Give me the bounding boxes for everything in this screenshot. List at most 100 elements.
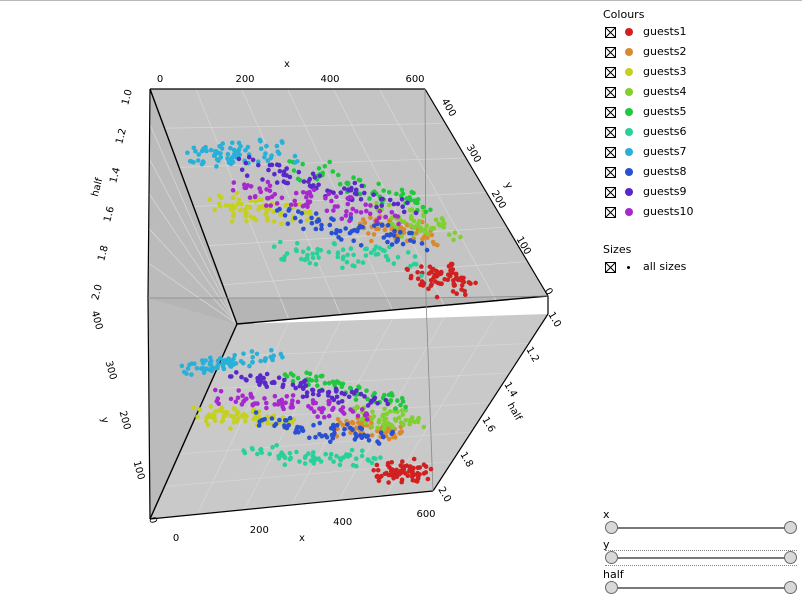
legend-item-guests8[interactable]: guests8 <box>605 163 795 183</box>
data-point-guests6 <box>347 452 352 458</box>
data-point-guests7 <box>181 369 187 375</box>
data-point-guests4 <box>440 217 446 223</box>
slider-x-max-handle[interactable] <box>784 521 797 534</box>
slider-half-max-handle[interactable] <box>784 581 797 594</box>
slider-label-y: y <box>603 538 610 551</box>
sizes-checkbox[interactable] <box>605 262 616 273</box>
data-point-guests10 <box>392 213 398 219</box>
data-point-guests1 <box>385 460 391 466</box>
data-point-guests8 <box>282 213 288 218</box>
data-point-guests8 <box>407 230 412 236</box>
data-point-guests8 <box>385 239 390 245</box>
slider-x[interactable] <box>605 521 797 535</box>
cube-edge <box>236 295 549 325</box>
half-tick-label: 1.6 <box>479 415 496 434</box>
data-point-guests1 <box>405 267 411 273</box>
slider-x-min-handle[interactable] <box>605 521 618 534</box>
x-tick-label: 600 <box>416 509 435 520</box>
legend-item-guests3[interactable]: guests3 <box>605 63 795 83</box>
data-point-guests8 <box>285 221 291 227</box>
data-point-guests10 <box>264 400 269 406</box>
data-point-guests7 <box>280 354 285 360</box>
legend-item-guests4[interactable]: guests4 <box>605 83 795 103</box>
colours-title: Colours <box>603 8 645 21</box>
legend-checkbox[interactable] <box>605 167 616 178</box>
grid-line <box>148 228 238 325</box>
slider-half-min-handle[interactable] <box>605 581 618 594</box>
half-axis-label: half <box>505 401 524 423</box>
data-point-guests6 <box>326 249 332 255</box>
legend-checkbox[interactable] <box>605 67 616 78</box>
data-point-guests1 <box>411 456 417 462</box>
data-point-guests6 <box>331 459 336 464</box>
data-point-guests1 <box>461 279 467 285</box>
data-point-guests2 <box>354 425 359 430</box>
data-point-guests7 <box>258 146 264 151</box>
data-point-guests5 <box>423 209 429 215</box>
sizes-legend-item[interactable]: all sizes <box>605 258 795 278</box>
legend-checkbox[interactable] <box>605 47 616 58</box>
legend-checkbox[interactable] <box>605 207 616 218</box>
chart-svg[interactable]: 0 200 400 600 x 0 200 400 600 x 1.0 1.2 1.4 1.6 1.8 2.0… <box>0 1 595 595</box>
data-point-guests9 <box>338 190 344 195</box>
data-point-guests6 <box>351 252 356 258</box>
legend-checkbox[interactable] <box>605 187 616 198</box>
data-point-guests6 <box>373 456 378 462</box>
legend-item-guests10[interactable]: guests10 <box>605 203 795 223</box>
data-point-guests1 <box>442 277 448 282</box>
data-point-guests6 <box>300 249 306 255</box>
data-point-guests6 <box>295 241 300 246</box>
data-point-guests6 <box>360 448 365 454</box>
legend-checkbox[interactable] <box>605 127 616 138</box>
data-point-guests1 <box>410 477 416 483</box>
data-point-guests7 <box>228 363 234 369</box>
legend-item-guests9[interactable]: guests9 <box>605 183 795 203</box>
data-point-guests6 <box>419 273 424 279</box>
data-point-guests1 <box>419 264 424 269</box>
data-point-guests7 <box>232 353 237 358</box>
data-point-guests10 <box>322 414 327 420</box>
data-point-guests9 <box>351 390 357 396</box>
data-point-guests7 <box>185 366 191 371</box>
data-point-guests7 <box>249 349 255 354</box>
y-tick-label: 100 <box>131 460 147 481</box>
legend-checkbox[interactable] <box>605 87 616 98</box>
data-point-guests4 <box>382 406 388 412</box>
data-point-guests8 <box>398 230 403 235</box>
data-point-guests7 <box>208 355 213 361</box>
data-point-guests6 <box>310 453 316 459</box>
data-point-guests1 <box>418 282 423 288</box>
x-tick-label: 200 <box>250 525 269 536</box>
data-point-guests8 <box>314 219 320 224</box>
slider-y[interactable] <box>605 550 797 566</box>
cube-edge <box>149 88 238 325</box>
legend-checkbox[interactable] <box>605 147 616 158</box>
legend-checkbox[interactable] <box>605 107 616 118</box>
data-point-guests9 <box>365 403 371 408</box>
slider-y-min-handle[interactable] <box>605 551 618 564</box>
data-point-guests6 <box>310 255 316 260</box>
data-point-guests10 <box>334 194 339 199</box>
legend-item-guests5[interactable]: guests5 <box>605 103 795 123</box>
data-point-guests10 <box>326 413 332 419</box>
legend-item-guests6[interactable]: guests6 <box>605 123 795 143</box>
data-point-guests9 <box>342 186 347 191</box>
data-point-guests2 <box>369 238 374 244</box>
legend-checkbox[interactable] <box>605 27 616 38</box>
legend-item-guests1[interactable]: guests1 <box>605 23 795 43</box>
data-point-guests9 <box>285 180 291 186</box>
size-dot-icon <box>627 266 630 269</box>
slider-half[interactable] <box>605 581 797 595</box>
slider-y-max-handle[interactable] <box>784 551 797 564</box>
data-point-guests5 <box>314 378 319 383</box>
data-point-guests10 <box>268 203 274 208</box>
scatter-3d-plot[interactable]: 0 200 400 600 x 0 200 400 600 x 1.0 1.2 1.4 1.6 1.8 2.0… <box>0 1 595 595</box>
legend-item-guests2[interactable]: guests2 <box>605 43 795 63</box>
data-point-guests4 <box>423 227 428 232</box>
legend-label: guests2 <box>643 45 687 58</box>
data-point-guests7 <box>199 148 205 154</box>
data-point-guests6 <box>276 456 282 461</box>
legend-item-guests7[interactable]: guests7 <box>605 143 795 163</box>
cube-edge <box>432 313 549 492</box>
data-point-guests5 <box>307 371 313 377</box>
